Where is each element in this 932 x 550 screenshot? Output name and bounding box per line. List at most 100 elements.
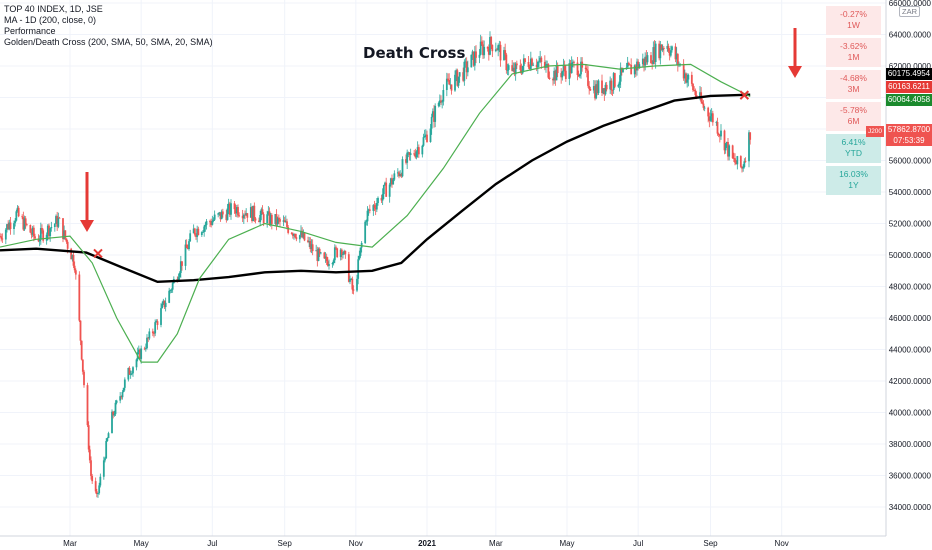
candle-body bbox=[202, 231, 204, 233]
candle-body bbox=[335, 247, 337, 249]
candle-body bbox=[556, 65, 559, 74]
candle-body bbox=[727, 142, 729, 157]
candle-body bbox=[343, 250, 346, 255]
candle-body bbox=[340, 249, 343, 255]
candle-body bbox=[693, 90, 696, 91]
performance-period: 1W bbox=[847, 20, 860, 30]
candle-body bbox=[83, 371, 85, 386]
candle-body bbox=[308, 241, 311, 243]
candle-body bbox=[87, 425, 90, 450]
candle-body bbox=[105, 441, 108, 459]
candle-body bbox=[503, 50, 505, 61]
candle-body bbox=[188, 241, 190, 250]
candle-body bbox=[270, 214, 273, 224]
candle-body bbox=[594, 86, 596, 99]
candle-body bbox=[535, 64, 538, 68]
candle-body bbox=[636, 61, 638, 71]
candle-body bbox=[62, 218, 64, 240]
candle-body bbox=[449, 84, 452, 86]
candle-body bbox=[176, 279, 179, 281]
candle-body bbox=[114, 402, 117, 415]
candle-body bbox=[702, 103, 705, 108]
candle-body bbox=[260, 209, 263, 216]
candle-body bbox=[291, 233, 294, 236]
candle-body bbox=[266, 214, 269, 224]
candle-body bbox=[254, 218, 257, 221]
candle-body bbox=[333, 247, 336, 261]
candle-body bbox=[227, 203, 230, 209]
performance-value: -3.62% bbox=[840, 41, 867, 51]
candle-body bbox=[37, 238, 40, 242]
candle-body bbox=[742, 166, 745, 169]
x-tick-label: May bbox=[134, 539, 149, 548]
candle-body bbox=[620, 67, 623, 73]
candle-body bbox=[553, 70, 556, 81]
candle-body bbox=[21, 216, 24, 218]
candle-body bbox=[249, 207, 252, 218]
candle-body bbox=[301, 230, 304, 238]
candle-body bbox=[130, 373, 133, 375]
candle-body bbox=[490, 37, 493, 45]
candle-body bbox=[91, 475, 94, 482]
candle-body bbox=[555, 65, 558, 81]
candle-body bbox=[349, 279, 351, 282]
candle-body bbox=[498, 44, 501, 46]
candle-body bbox=[350, 278, 353, 280]
candle-body bbox=[205, 221, 208, 226]
candle-body bbox=[14, 220, 17, 224]
candle-body bbox=[587, 70, 589, 86]
candle-body bbox=[602, 88, 605, 94]
candle-body bbox=[95, 491, 98, 495]
currency-badge[interactable]: ZAR bbox=[899, 6, 920, 17]
candle-body bbox=[140, 348, 143, 359]
candle-body bbox=[156, 321, 159, 325]
candle-body bbox=[197, 228, 200, 236]
candle-body bbox=[448, 80, 451, 85]
legend-performance: Performance bbox=[4, 26, 56, 36]
candle-body bbox=[560, 73, 563, 78]
candle-body bbox=[400, 174, 403, 177]
candle-body bbox=[381, 194, 384, 201]
candle-body bbox=[612, 73, 615, 90]
x-tick-label: Nov bbox=[775, 539, 789, 548]
candle-body bbox=[123, 379, 126, 388]
candle-body bbox=[57, 217, 60, 227]
candle-body bbox=[9, 222, 12, 230]
candle-body bbox=[228, 203, 231, 215]
candle-body bbox=[430, 116, 433, 129]
candle-body bbox=[34, 236, 36, 239]
candle-body bbox=[462, 72, 465, 81]
candle-body bbox=[73, 265, 76, 271]
candle-body bbox=[204, 225, 207, 227]
candle-body bbox=[447, 78, 449, 81]
candle-body bbox=[50, 227, 53, 229]
sma-200-line bbox=[0, 93, 751, 284]
death-cross-annotation: Death Cross bbox=[363, 44, 466, 62]
candle-body bbox=[627, 62, 630, 65]
candle-body bbox=[576, 62, 579, 76]
performance-cell-3m: -4.68% 3M bbox=[826, 70, 881, 99]
arrow-down-icon bbox=[788, 66, 802, 78]
candle-body bbox=[641, 58, 644, 65]
candle-body bbox=[303, 232, 306, 241]
candle-body bbox=[137, 349, 140, 353]
legend-ma: MA - 1D (200, close, 0) bbox=[4, 15, 97, 25]
candle-body bbox=[351, 278, 354, 290]
candle-body bbox=[609, 80, 612, 90]
candle-body bbox=[154, 322, 157, 334]
candle-body bbox=[717, 133, 720, 135]
candle-body bbox=[398, 172, 400, 176]
candle-body bbox=[315, 250, 318, 252]
candle-body bbox=[562, 65, 565, 72]
candle-body bbox=[479, 41, 482, 55]
cross-marker bbox=[93, 248, 103, 259]
candle-body bbox=[274, 214, 277, 224]
candle-body bbox=[499, 44, 502, 61]
candle-body bbox=[178, 272, 181, 278]
candle-body bbox=[15, 211, 18, 221]
candle-body bbox=[290, 232, 293, 234]
candle-body bbox=[258, 220, 260, 223]
candle-body bbox=[384, 182, 386, 185]
candle-body bbox=[744, 161, 747, 163]
